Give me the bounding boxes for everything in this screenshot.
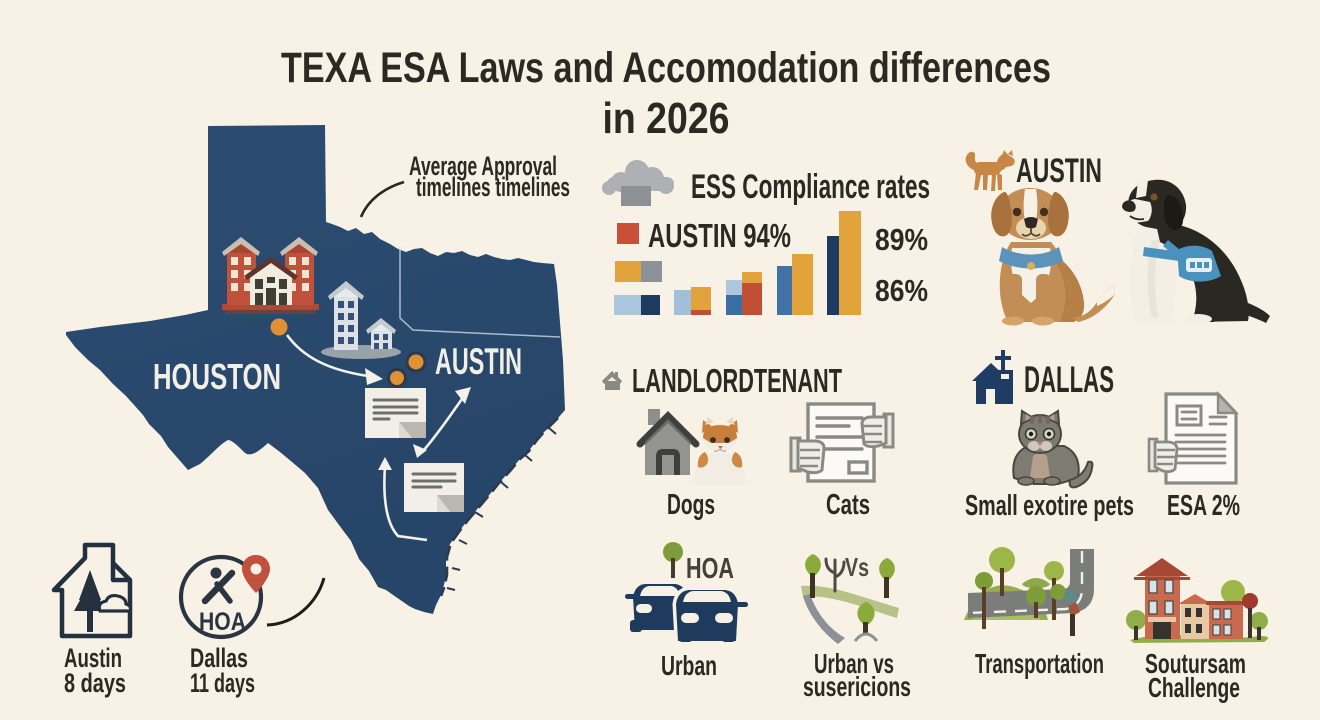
svg-text:timelines timelines: timelines timelines <box>416 172 570 202</box>
svg-text:susericions: susericions <box>803 671 911 702</box>
svg-text:AUSTIN 94%: AUSTIN 94% <box>648 217 791 254</box>
svg-text:86%: 86% <box>875 273 928 308</box>
svg-text:HOA: HOA <box>199 608 246 636</box>
svg-text:ESS Compliance rates: ESS Compliance rates <box>691 168 930 206</box>
svg-text:11 days: 11 days <box>190 668 255 698</box>
svg-text:Challenge: Challenge <box>1148 672 1240 703</box>
svg-text:Dallas: Dallas <box>190 643 248 673</box>
svg-text:DALLAS: DALLAS <box>1024 359 1114 400</box>
svg-text:HOA: HOA <box>686 553 734 585</box>
svg-text:Dogs: Dogs <box>667 489 715 521</box>
svg-text:AUSTIN: AUSTIN <box>435 341 522 382</box>
svg-text:Soutursam: Soutursam <box>1145 648 1246 679</box>
svg-text:ESA 2%: ESA 2% <box>1167 490 1240 522</box>
svg-text:Average Approval: Average Approval <box>409 151 557 181</box>
svg-text:89%: 89% <box>875 222 928 257</box>
svg-text:Urban: Urban <box>661 650 717 681</box>
svg-text:Transportation: Transportation <box>975 648 1104 679</box>
svg-text:LANDLORDTENANT: LANDLORDTENANT <box>632 362 842 399</box>
svg-text:TEXA ESA Laws and Accomodation: TEXA ESA Laws and Accomodation differenc… <box>281 44 1051 92</box>
svg-text:AUSTIN: AUSTIN <box>1016 152 1102 190</box>
svg-text:8 days: 8 days <box>64 668 126 698</box>
svg-text:Austin: Austin <box>64 643 122 673</box>
svg-text:HOUSTON: HOUSTON <box>153 356 281 397</box>
svg-text:in 2026: in 2026 <box>603 94 730 143</box>
svg-text:Vs: Vs <box>845 552 869 582</box>
svg-text:Urban vs: Urban vs <box>814 648 894 679</box>
svg-text:Cats: Cats <box>826 489 870 521</box>
svg-text:Small exotire pets: Small exotire pets <box>965 490 1134 522</box>
